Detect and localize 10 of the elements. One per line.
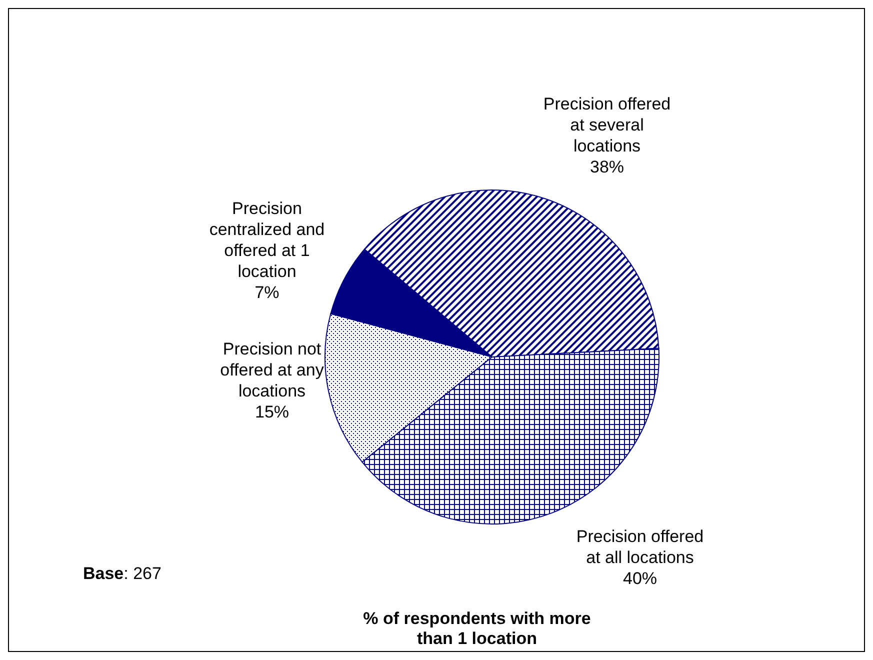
data-label: 15%	[254, 402, 290, 421]
slice-label: Precision not offered at any locations	[220, 339, 324, 400]
text: % of respondents with more than 1 location	[363, 609, 591, 648]
data-label: 40%	[622, 568, 658, 588]
slice-label: Precision offered at all locations	[576, 526, 704, 566]
text: Base: 267	[83, 564, 162, 583]
data-label: 38%	[590, 157, 624, 176]
data-label: 7%	[254, 282, 280, 302]
slice-label: Precision centralized and offered at 1 location	[209, 198, 325, 280]
slice-label: Precision offered at several locations	[543, 94, 671, 155]
